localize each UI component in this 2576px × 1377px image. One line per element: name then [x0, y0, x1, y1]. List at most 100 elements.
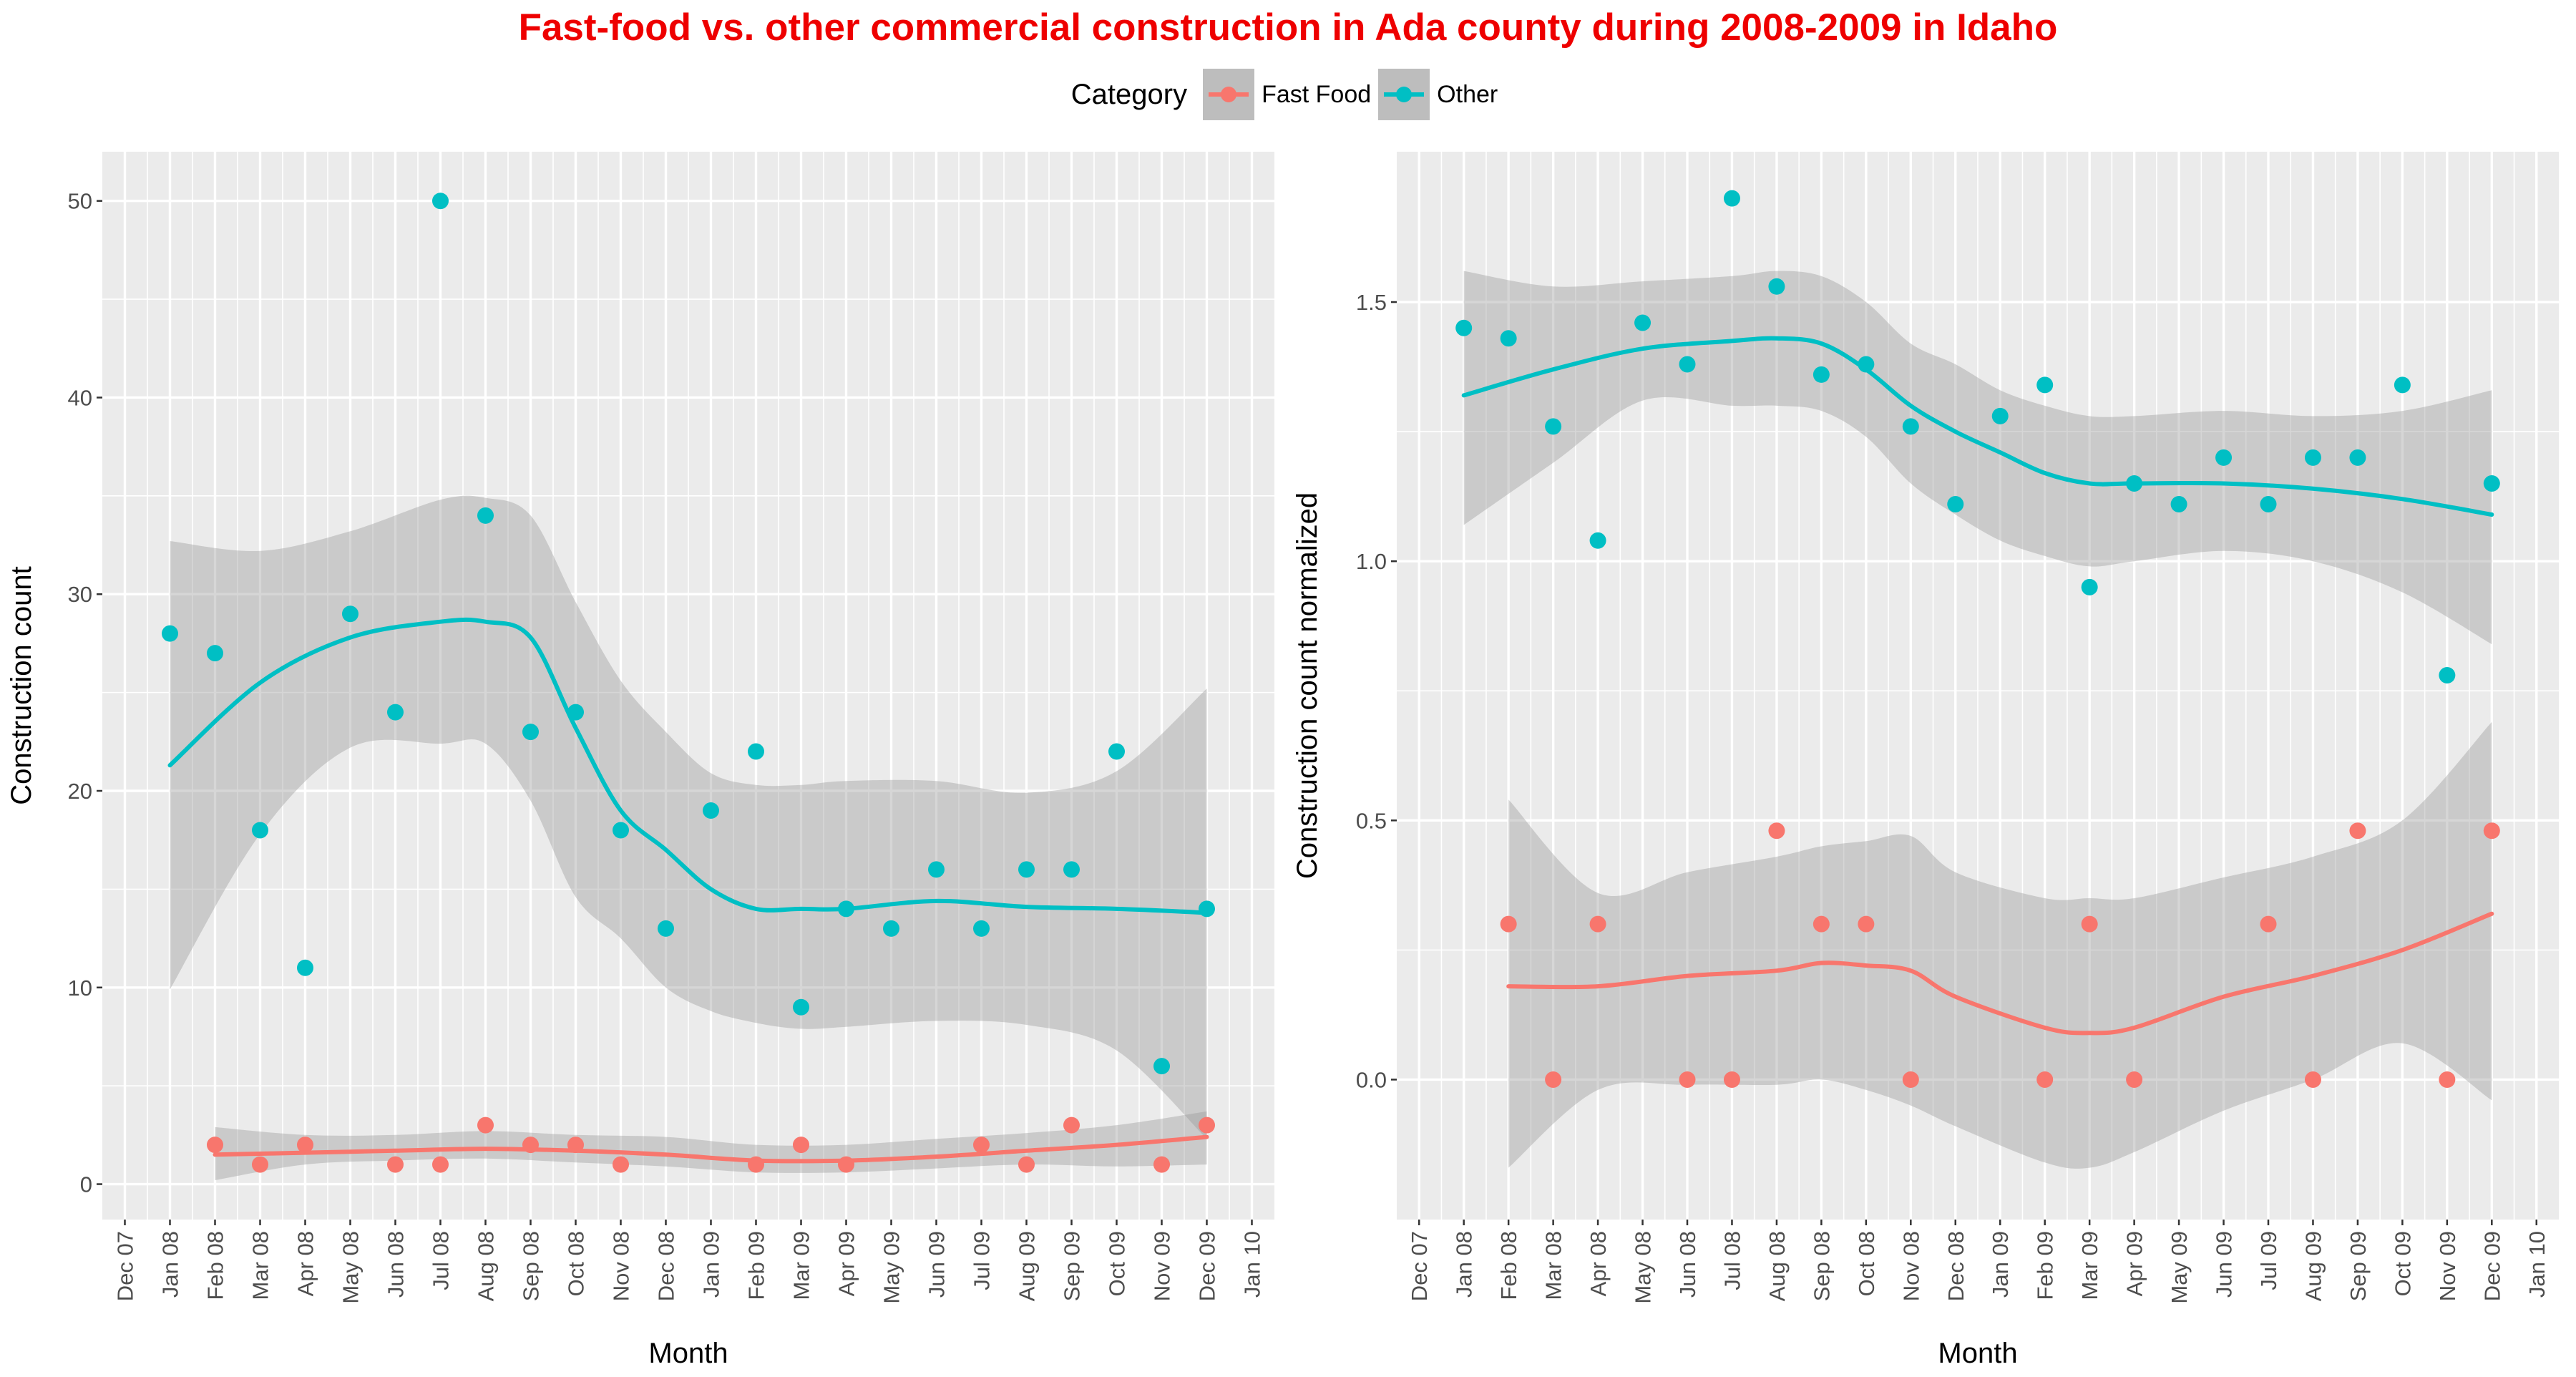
data-point-fast-food [1199, 1116, 1215, 1134]
x-axis-title: Month [648, 1338, 728, 1369]
x-tick-label: Jul 09 [2256, 1231, 2281, 1290]
x-tick-label: May 08 [1631, 1231, 1656, 1304]
legend-item-fast-food: Fast Food [1203, 69, 1371, 120]
data-point-fast-food [252, 1156, 268, 1173]
data-point-other [1723, 190, 1740, 207]
y-axis-title: Construction count [6, 566, 37, 805]
legend-key-other [1378, 69, 1430, 120]
x-tick-label: Sep 09 [2346, 1231, 2371, 1301]
y-tick-label: 0.0 [1356, 1067, 1387, 1092]
y-tick-label: 1.0 [1356, 549, 1387, 574]
data-point-other [1947, 496, 1964, 513]
x-tick-label: Dec 09 [2479, 1231, 2504, 1301]
x-tick-label: Oct 08 [1854, 1231, 1879, 1296]
data-point-other [748, 743, 764, 760]
x-tick-label: Aug 09 [2301, 1231, 2326, 1301]
data-point-fast-food [477, 1116, 494, 1134]
x-tick-label: Jul 08 [429, 1231, 454, 1290]
data-point-fast-food [1679, 1071, 1696, 1088]
data-point-other [387, 704, 404, 721]
x-tick-label: Jul 08 [1720, 1231, 1745, 1290]
x-tick-label: Nov 08 [609, 1231, 634, 1301]
x-tick-label: Sep 09 [1060, 1231, 1085, 1301]
chart-panel-2: 0.0 0.5 1.0 1.5 Dec 07 Jan 08 Feb 08 Mar 08 Apr … [1292, 152, 2559, 1369]
trend-line-fast-food [213, 1134, 1209, 1164]
data-point-other [1500, 330, 1517, 347]
data-point-other [342, 605, 358, 623]
x-tick-label: Aug 08 [474, 1231, 499, 1301]
data-point-other [928, 861, 945, 878]
data-point-other [2081, 578, 2098, 595]
data-point-other [1018, 861, 1035, 878]
chart-panel-1: 0 10 20 30 40 50 Dec 07 Jan 08 Feb 08 Mar 08 Apr 0… [6, 152, 1274, 1369]
data-point-fast-food [2483, 822, 2500, 840]
legend: Category Fast Food Other [0, 69, 2576, 120]
data-point-fast-food [793, 1137, 809, 1154]
data-point-other [297, 959, 313, 976]
trend-line-other [167, 617, 1209, 915]
data-point-other [883, 920, 899, 937]
x-axis-title: Month [1938, 1338, 2017, 1369]
data-point-fast-food [207, 1137, 223, 1154]
data-point-fast-food [297, 1137, 313, 1154]
data-point-other [1634, 314, 1652, 331]
data-point-other [2394, 376, 2411, 394]
data-point-fast-food [2081, 915, 2098, 933]
x-tick-label: Feb 09 [2033, 1231, 2058, 1300]
data-point-other [1991, 407, 2009, 424]
x-tick-label: Sep 08 [519, 1231, 544, 1301]
x-tick-label: Mar 09 [2077, 1231, 2102, 1300]
x-tick-label: Feb 08 [1496, 1231, 1521, 1300]
data-point-fast-food [2036, 1071, 2054, 1088]
x-tick-label: Apr 08 [1586, 1231, 1611, 1296]
legend-label-other: Other [1437, 80, 1498, 108]
data-point-fast-food [432, 1156, 449, 1173]
x-tick-label: Oct 09 [1105, 1231, 1130, 1296]
y-tick-label: 0.5 [1356, 808, 1387, 833]
confidence-band-other [1463, 271, 2492, 645]
x-tick-label: Dec 09 [1195, 1231, 1220, 1301]
data-point-fast-food [1589, 915, 1606, 933]
legend-key-fast-food [1203, 69, 1255, 120]
y-tick-label: 1.5 [1356, 290, 1387, 315]
chart-title: Fast-food vs. other commercial construct… [518, 6, 2058, 49]
data-point-other [1455, 319, 1473, 336]
x-tick-label: Jan 09 [699, 1231, 724, 1298]
y-tick-label: 30 [68, 582, 92, 607]
x-tick-label: Mar 08 [248, 1231, 273, 1300]
data-point-other [1589, 532, 1606, 549]
data-point-other [2483, 475, 2500, 492]
data-point-other [613, 822, 629, 839]
x-tick-label: Dec 07 [1407, 1231, 1432, 1301]
data-point-fast-food [1063, 1116, 1080, 1134]
data-point-other [2215, 449, 2233, 466]
data-point-other [1153, 1058, 1170, 1075]
x-tick-label: Jan 10 [2524, 1231, 2550, 1298]
data-point-fast-food [2260, 915, 2277, 933]
data-point-fast-food [973, 1137, 990, 1154]
y-tick-label: 40 [68, 385, 92, 410]
data-point-fast-food [1018, 1156, 1035, 1173]
trend-line-fast-food [1506, 911, 2494, 1036]
x-tick-label: Jun 08 [384, 1231, 409, 1298]
data-point-fast-food [2439, 1071, 2456, 1088]
data-point-fast-food [387, 1156, 404, 1173]
x-tick-label: Feb 08 [203, 1231, 228, 1300]
data-point-other [2304, 449, 2321, 466]
x-tick-label: May 08 [338, 1231, 364, 1304]
x-tick-label: Jan 08 [158, 1231, 183, 1298]
data-point-fast-food [1723, 1071, 1740, 1088]
data-point-other [2170, 496, 2187, 513]
x-tick-label: Jul 09 [970, 1231, 995, 1290]
x-tick-label: Aug 08 [1765, 1231, 1790, 1301]
y-axis-title: Construction count normalized [1292, 492, 1323, 879]
x-tick-label: Jan 10 [1240, 1231, 1265, 1298]
x-tick-label: Jun 09 [924, 1231, 950, 1298]
confidence-band-fast-food [215, 1111, 1207, 1180]
data-point-other [252, 822, 268, 839]
x-tick-label: Jan 08 [1452, 1231, 1477, 1298]
data-point-other [1108, 743, 1125, 760]
confidence-band-fast-food [1508, 721, 2492, 1169]
x-tick-label: Nov 09 [1150, 1231, 1175, 1301]
